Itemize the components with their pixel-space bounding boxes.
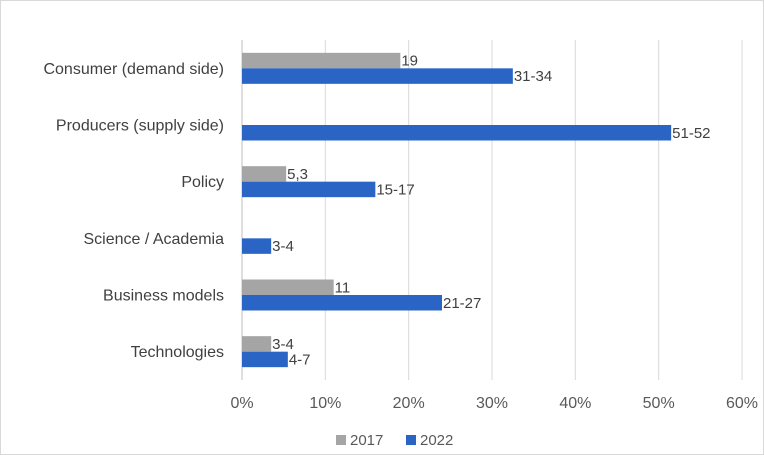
category-label: Science / Academia xyxy=(83,231,224,248)
x-tick-label: 30% xyxy=(476,395,508,412)
bar-2022 xyxy=(242,295,442,311)
category-label: Producers (supply side) xyxy=(56,118,224,135)
bar-2017 xyxy=(242,280,334,296)
data-label: 3-4 xyxy=(272,336,294,353)
gridlines xyxy=(242,40,742,380)
bar-2022 xyxy=(242,352,288,368)
x-tick-label: 60% xyxy=(726,395,758,412)
x-tick-label: 10% xyxy=(309,395,341,412)
x-tick-label: 50% xyxy=(643,395,675,412)
data-label: 31-34 xyxy=(514,68,552,85)
category-label: Business models xyxy=(103,288,224,305)
legend: 2017 2022 xyxy=(336,432,453,449)
category-label: Technologies xyxy=(131,344,224,361)
category-labels: Consumer (demand side) Producers (supply … xyxy=(43,61,224,361)
data-label: 15-17 xyxy=(376,181,414,198)
data-label: 5,3 xyxy=(287,166,308,183)
data-label: 3-4 xyxy=(272,238,294,255)
x-tick-label: 0% xyxy=(230,395,253,412)
bar-2017 xyxy=(242,336,271,352)
bars xyxy=(242,53,671,367)
data-label: 11 xyxy=(335,279,351,296)
data-label: 19 xyxy=(401,53,418,70)
legend-swatch-2017 xyxy=(336,435,346,445)
bar-2017 xyxy=(242,166,286,182)
legend-label: 2017 xyxy=(350,432,383,449)
legend-label: 2022 xyxy=(420,432,453,449)
bar-2017 xyxy=(242,53,400,68)
category-label: Consumer (demand side) xyxy=(43,61,224,78)
bar-2022 xyxy=(242,238,271,254)
bar-2022 xyxy=(242,182,375,198)
bar-2022 xyxy=(242,68,513,84)
data-label: 4-7 xyxy=(289,351,311,368)
category-label: Policy xyxy=(181,174,224,191)
legend-swatch-2022 xyxy=(406,435,416,445)
data-label: 21-27 xyxy=(443,295,481,312)
data-label: 51-52 xyxy=(672,125,710,142)
x-tick-label: 20% xyxy=(393,395,425,412)
x-axis-ticks: 0% 10% 20% 30% 40% 50% 60% xyxy=(230,395,758,412)
x-tick-label: 40% xyxy=(559,395,591,412)
bar-2022 xyxy=(242,125,671,141)
